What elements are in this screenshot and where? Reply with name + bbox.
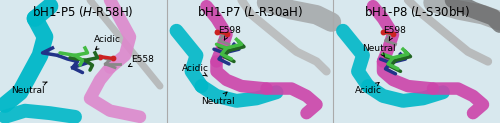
Point xyxy=(379,31,387,33)
Point xyxy=(389,33,397,35)
Text: Neutral: Neutral xyxy=(362,44,396,56)
FancyBboxPatch shape xyxy=(333,0,500,123)
Text: E558: E558 xyxy=(128,54,154,67)
Point xyxy=(222,33,230,35)
FancyBboxPatch shape xyxy=(166,0,333,123)
Text: bH1-P8 ($\it{L}$-S30bH): bH1-P8 ($\it{L}$-S30bH) xyxy=(364,4,470,19)
FancyBboxPatch shape xyxy=(0,0,166,123)
Text: E598: E598 xyxy=(218,26,242,40)
Text: Acidic: Acidic xyxy=(182,64,208,76)
Point xyxy=(108,57,116,59)
Text: Acidic: Acidic xyxy=(94,35,121,50)
Point xyxy=(212,31,220,33)
Text: Acidic: Acidic xyxy=(355,82,382,95)
Text: Neutral: Neutral xyxy=(10,82,47,95)
Text: E598: E598 xyxy=(384,26,406,40)
Text: bH1-P5 ($\it{H}$-R58H): bH1-P5 ($\it{H}$-R58H) xyxy=(32,4,134,19)
Text: Neutral: Neutral xyxy=(200,92,234,106)
Point xyxy=(96,56,104,58)
Text: bH1-P7 ($\it{L}$-R30aH): bH1-P7 ($\it{L}$-R30aH) xyxy=(196,4,303,19)
